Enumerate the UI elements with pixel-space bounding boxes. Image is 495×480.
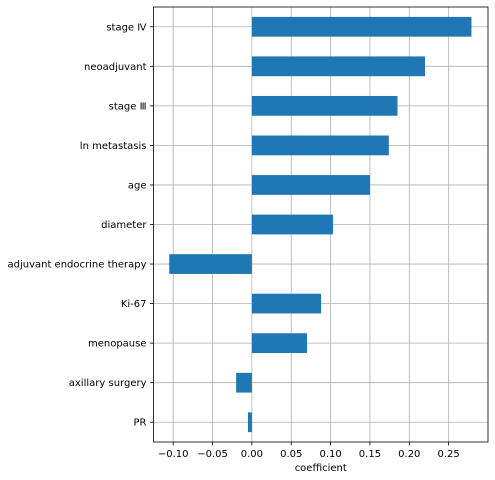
bar-pr xyxy=(247,412,252,433)
bar-adjuvant-endocrine-therapy xyxy=(169,254,252,274)
bar-ln-metastasis xyxy=(251,135,389,156)
bar-stage xyxy=(251,95,398,116)
bar-stage xyxy=(251,16,472,37)
x-tick-label: 0.20 xyxy=(398,449,420,460)
x-tick-label: 0.00 xyxy=(241,449,263,460)
y-tick-label: neoadjuvant xyxy=(84,62,147,73)
x-tick-label: 0.15 xyxy=(359,449,381,460)
y-tick-label: adjuvant endocrine therapy xyxy=(7,260,146,271)
bar-axillary-surgery xyxy=(236,372,252,393)
y-tick-label: stage Ⅳ xyxy=(106,22,147,33)
bar-ki-67 xyxy=(251,293,322,314)
y-tick-label: stage Ⅲ xyxy=(109,101,147,112)
x-tick-label: −0.05 xyxy=(197,449,228,460)
x-tick-label: −0.10 xyxy=(158,449,189,460)
y-tick-label: Ki-67 xyxy=(121,299,147,310)
bars xyxy=(169,16,472,433)
bar-diameter xyxy=(251,214,333,235)
y-tick-label: age xyxy=(128,180,147,191)
x-tick-label: 0.10 xyxy=(319,449,341,460)
bar-age xyxy=(251,175,370,195)
bar-neoadjuvant xyxy=(251,56,426,77)
x-tick-label: 0.25 xyxy=(438,449,460,460)
bar-menopause xyxy=(251,333,307,354)
y-tick-label: axillary surgery xyxy=(69,378,147,389)
x-axis-label: coefficient xyxy=(295,463,347,474)
x-tick-label: 0.05 xyxy=(280,449,302,460)
y-tick-label: menopause xyxy=(88,339,147,350)
x-axis-ticks: −0.10 −0.05 0.00 0.05 0.10 0.15 0.20 0.25 xyxy=(158,442,460,460)
y-tick-label: ln metastasis xyxy=(80,141,147,152)
y-tick-label: PR xyxy=(134,418,147,429)
y-axis-ticks: stage Ⅳ neoadjuvant stage Ⅲ ln metastasis ag… xyxy=(7,22,154,429)
y-tick-label: diameter xyxy=(101,220,147,231)
